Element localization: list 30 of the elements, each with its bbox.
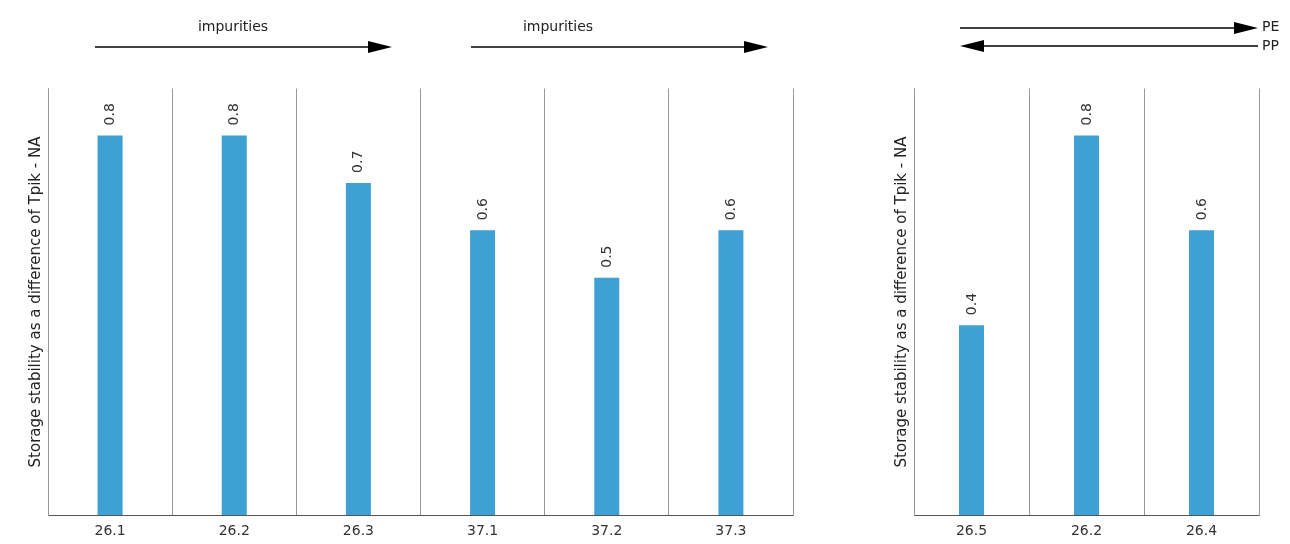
- data-label: 0.4: [962, 292, 979, 316]
- data-label: 0.8: [101, 103, 118, 126]
- x-tick-label: 26.1: [94, 521, 126, 538]
- x-tick-label: 26.5: [955, 521, 988, 538]
- bar: [221, 135, 247, 515]
- x-tick-label: 26.4: [1185, 521, 1218, 538]
- text: impurities: [522, 18, 594, 34]
- data-label: 0.7: [349, 150, 366, 173]
- bar: [470, 230, 496, 515]
- data-label: 0.8: [225, 103, 242, 126]
- bar: [345, 182, 371, 515]
- bar: [718, 230, 744, 515]
- text: impurities: [197, 18, 269, 34]
- data-label: 0.8: [1077, 103, 1094, 126]
- bar: [594, 277, 620, 515]
- data-label: 0.6: [473, 197, 490, 221]
- y-axis-title: Storage stability as a difference of Tpik - NA: [25, 135, 44, 468]
- x-tick-label: 37.2: [591, 521, 623, 538]
- y-axis-title: Storage stability as a difference of Tpik - NA: [891, 135, 910, 468]
- x-tick-label: 26.2: [218, 521, 250, 538]
- text: PE: [1262, 18, 1280, 34]
- x-tick-label: 37.3: [715, 521, 747, 538]
- bar: [97, 135, 123, 515]
- data-label: 0.6: [721, 197, 738, 221]
- x-tick-label: 37.1: [467, 521, 499, 538]
- data-label: 0.5: [597, 245, 614, 268]
- text: PP: [1262, 37, 1279, 53]
- data-label: 0.6: [1192, 197, 1209, 221]
- x-tick-label: 26.3: [342, 521, 374, 538]
- x-tick-label: 26.2: [1070, 521, 1103, 538]
